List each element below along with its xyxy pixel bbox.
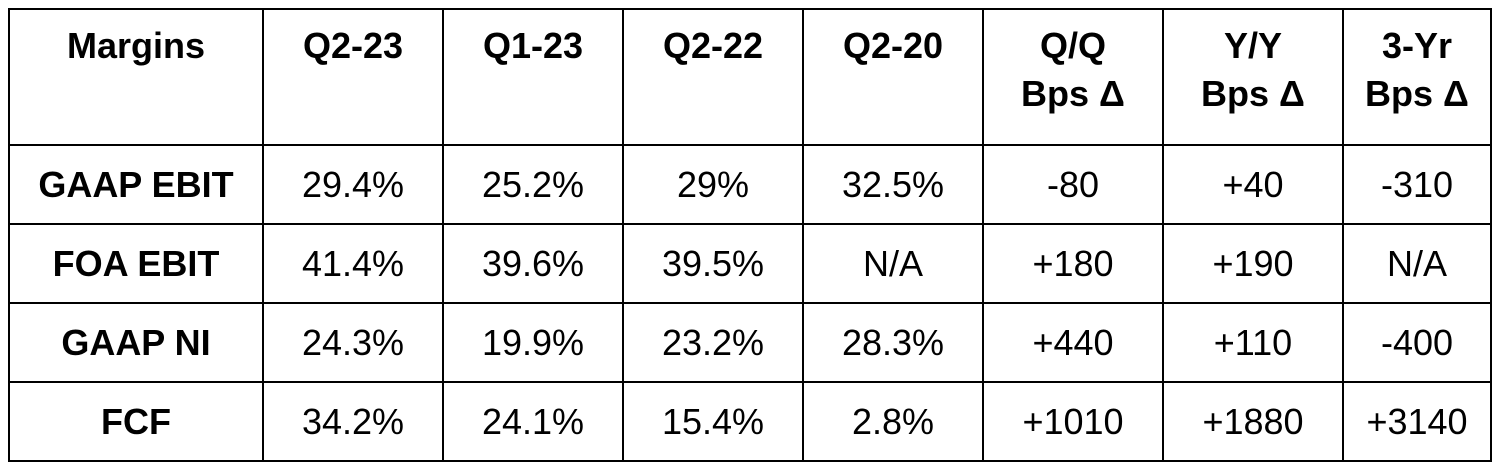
header-cell: Q2-22 bbox=[622, 8, 804, 146]
header-cell: Q/Q Bps Δ bbox=[982, 8, 1164, 146]
table-cell: +1010 bbox=[982, 381, 1164, 462]
table-cell: -80 bbox=[982, 144, 1164, 225]
header-cell: Q2-23 bbox=[262, 8, 444, 146]
row-label: GAAP EBIT bbox=[8, 144, 264, 225]
table-cell: 39.6% bbox=[442, 223, 624, 304]
table-cell: +3140 bbox=[1342, 381, 1492, 462]
table-row: FCF 34.2% 24.1% 15.4% 2.8% +1010 +1880 +3140 bbox=[8, 381, 1492, 462]
table-cell: 29.4% bbox=[262, 144, 444, 225]
table-cell: 2.8% bbox=[802, 381, 984, 462]
table-cell: +180 bbox=[982, 223, 1164, 304]
header-cell: Margins bbox=[8, 8, 264, 146]
row-label: GAAP NI bbox=[8, 302, 264, 383]
table-row: GAAP EBIT 29.4% 25.2% 29% 32.5% -80 +40 -310 bbox=[8, 144, 1492, 225]
table-cell: -400 bbox=[1342, 302, 1492, 383]
header-row: Margins Q2-23 Q1-23 Q2-22 Q2-20 Q/Q Bps Δ Y/Y … bbox=[8, 8, 1492, 146]
table-cell: +1880 bbox=[1162, 381, 1344, 462]
table-cell: N/A bbox=[802, 223, 984, 304]
table-body: GAAP EBIT 29.4% 25.2% 29% 32.5% -80 +40 -310 FOA… bbox=[8, 144, 1492, 462]
table-cell: 24.1% bbox=[442, 381, 624, 462]
table-cell: +40 bbox=[1162, 144, 1344, 225]
header-cell: Q2-20 bbox=[802, 8, 984, 146]
table-cell: 34.2% bbox=[262, 381, 444, 462]
table-cell: 32.5% bbox=[802, 144, 984, 225]
table-cell: 15.4% bbox=[622, 381, 804, 462]
table-cell: +110 bbox=[1162, 302, 1344, 383]
table-cell: N/A bbox=[1342, 223, 1492, 304]
table-cell: 19.9% bbox=[442, 302, 624, 383]
table-cell: +440 bbox=[982, 302, 1164, 383]
table-cell: -310 bbox=[1342, 144, 1492, 225]
margins-table: Margins Q2-23 Q1-23 Q2-22 Q2-20 Q/Q Bps Δ Y/Y … bbox=[8, 8, 1492, 462]
row-label: FOA EBIT bbox=[8, 223, 264, 304]
row-label: FCF bbox=[8, 381, 264, 462]
table-cell: 24.3% bbox=[262, 302, 444, 383]
table-cell: 41.4% bbox=[262, 223, 444, 304]
table-cell: +190 bbox=[1162, 223, 1344, 304]
table-row: GAAP NI 24.3% 19.9% 23.2% 28.3% +440 +110 -400 bbox=[8, 302, 1492, 383]
table-cell: 29% bbox=[622, 144, 804, 225]
table-row: FOA EBIT 41.4% 39.6% 39.5% N/A +180 +190 N/A bbox=[8, 223, 1492, 304]
table-cell: 25.2% bbox=[442, 144, 624, 225]
table-cell: 39.5% bbox=[622, 223, 804, 304]
table-cell: 28.3% bbox=[802, 302, 984, 383]
header-cell: 3-Yr Bps Δ bbox=[1342, 8, 1492, 146]
table-cell: 23.2% bbox=[622, 302, 804, 383]
header-cell: Y/Y Bps Δ bbox=[1162, 8, 1344, 146]
header-cell: Q1-23 bbox=[442, 8, 624, 146]
